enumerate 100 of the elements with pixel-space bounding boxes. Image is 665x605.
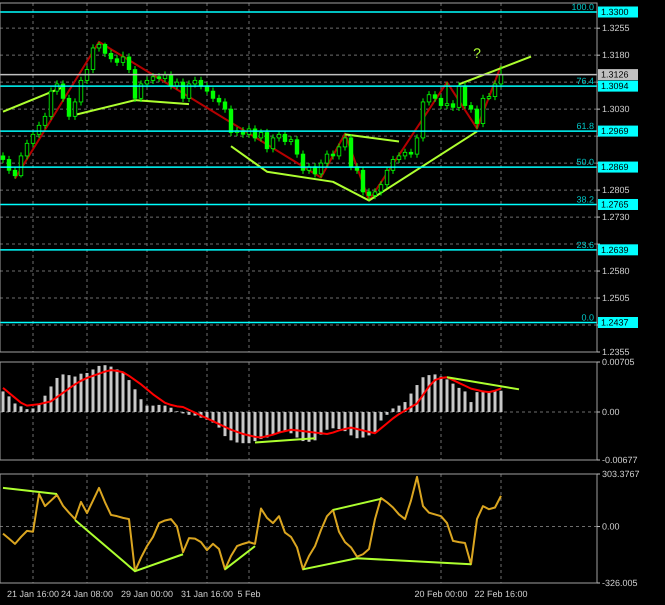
y-tick-label: 1.2805 xyxy=(602,185,630,196)
bar xyxy=(500,390,502,412)
bar xyxy=(32,408,34,412)
bar xyxy=(248,412,250,444)
bar xyxy=(278,412,280,433)
candlestick xyxy=(366,188,372,202)
bar xyxy=(86,372,88,412)
candlestick xyxy=(72,98,78,120)
bar xyxy=(446,379,448,412)
line-series xyxy=(2,476,502,572)
x-tick-label: 5 Feb xyxy=(237,589,261,599)
y-tick-label: 1.3180 xyxy=(602,50,630,60)
candlestick xyxy=(414,134,420,158)
bar xyxy=(62,374,64,412)
bar xyxy=(272,412,274,435)
bar xyxy=(440,376,442,412)
candlestick xyxy=(90,44,96,74)
line-series xyxy=(230,130,478,202)
ref-line-label: 1.2765 xyxy=(601,199,629,210)
candlestick xyxy=(108,49,114,63)
bar xyxy=(224,412,226,436)
x-tick-label: 21 Jan 16:00 xyxy=(6,589,60,599)
candlestick xyxy=(120,51,126,66)
bar xyxy=(434,374,436,412)
candlestick xyxy=(258,128,264,142)
bar xyxy=(68,375,70,412)
bar xyxy=(110,366,112,412)
candlestick xyxy=(426,90,432,106)
bar xyxy=(14,403,16,412)
candlestick xyxy=(438,94,444,110)
bar xyxy=(350,412,352,436)
candlestick xyxy=(114,54,120,66)
annotation: 38.2 xyxy=(576,194,594,204)
y-tick-label: 303.3767 xyxy=(602,469,640,479)
bar xyxy=(116,369,118,412)
ref-line-label: 1.3300 xyxy=(601,6,629,17)
x-tick-label: 24 Jan 08:00 xyxy=(60,589,114,599)
bar xyxy=(458,388,460,412)
bar xyxy=(152,406,154,412)
bar xyxy=(122,372,124,412)
bar xyxy=(128,380,130,412)
bar xyxy=(428,375,430,412)
line-series xyxy=(2,369,502,439)
bar xyxy=(20,406,22,412)
ref-line-label: 1.2869 xyxy=(601,162,629,172)
bar xyxy=(392,408,394,412)
candlestick xyxy=(150,72,156,84)
candlestick xyxy=(294,136,300,158)
bar xyxy=(80,374,82,412)
bar xyxy=(188,412,190,415)
ref-line-label: 1.2437 xyxy=(601,317,629,328)
bar xyxy=(452,384,454,412)
candlestick xyxy=(342,133,348,152)
candlestick xyxy=(474,105,480,130)
x-tick-label: 31 Jan 16:00 xyxy=(180,589,234,599)
y-tick-label: -0.00677 xyxy=(602,455,638,465)
candlestick xyxy=(372,188,378,200)
y-tick-label: 0.00 xyxy=(602,406,620,417)
candlestick xyxy=(12,166,18,180)
bar xyxy=(266,412,268,438)
candlestick xyxy=(378,180,384,196)
candlestick xyxy=(396,152,402,164)
bar xyxy=(134,389,136,412)
annotation: 23.6 xyxy=(576,240,594,250)
candlestick xyxy=(324,150,330,168)
bar xyxy=(98,366,100,412)
candlestick xyxy=(0,152,6,164)
bar xyxy=(470,402,472,412)
bar xyxy=(74,376,76,412)
bar xyxy=(170,408,172,412)
bar xyxy=(368,412,370,436)
x-tick-label: 22 Feb 16:00 xyxy=(474,589,528,599)
bar xyxy=(8,396,10,412)
candlestick xyxy=(402,148,408,160)
bar xyxy=(260,412,262,439)
candlestick xyxy=(360,166,366,196)
candlestick xyxy=(96,41,102,52)
bar xyxy=(332,412,334,428)
candlestick xyxy=(144,76,150,88)
bar xyxy=(242,412,244,444)
candlestick xyxy=(192,76,198,88)
bar xyxy=(50,386,52,412)
bar xyxy=(140,399,142,412)
x-tick-label: 20 Feb 00:00 xyxy=(414,589,468,599)
bar xyxy=(236,412,238,442)
candlestick xyxy=(468,101,474,114)
annotation: 0.0 xyxy=(581,312,594,322)
ref-line-label: 1.2639 xyxy=(601,244,629,255)
bar xyxy=(356,412,358,438)
bar xyxy=(158,404,160,412)
candlestick xyxy=(126,52,132,74)
candlestick xyxy=(384,166,390,189)
candlestick xyxy=(336,142,342,160)
y-tick-label: 0.00705 xyxy=(602,357,635,367)
bar xyxy=(56,378,58,412)
candlestick xyxy=(216,94,222,106)
y-tick-label: 0.00 xyxy=(602,522,620,532)
x-tick-label: 29 Jan 00:00 xyxy=(120,589,174,599)
ref-line-label: 1.3126 xyxy=(601,70,629,80)
bar xyxy=(146,406,148,412)
